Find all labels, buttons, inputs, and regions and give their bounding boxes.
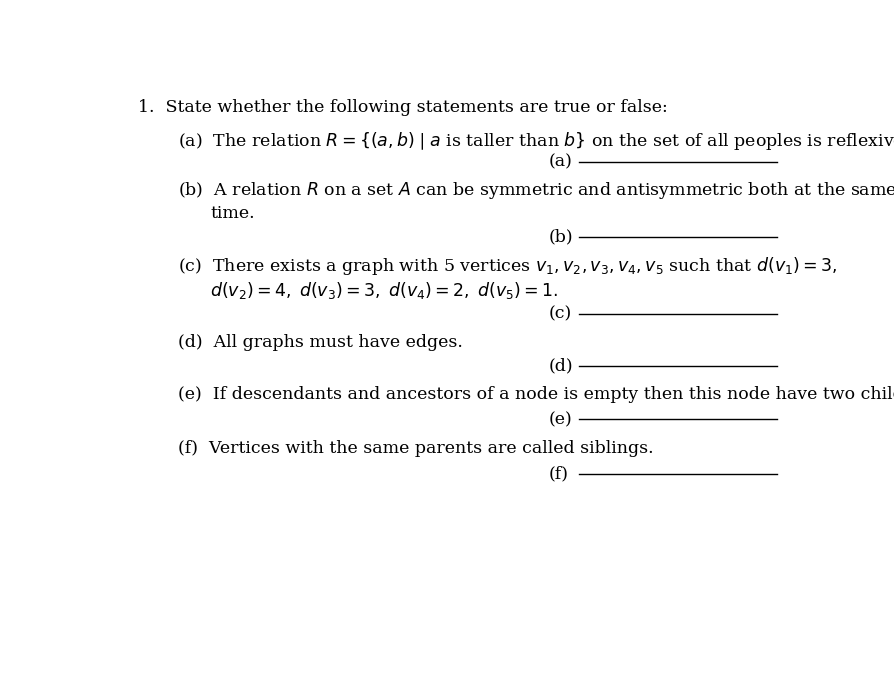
Text: (b)  A relation $R$ on a set $A$ can be symmetric and antisymmetric both at the : (b) A relation $R$ on a set $A$ can be s… [178, 180, 894, 201]
Text: (c): (c) [548, 306, 571, 323]
Text: (e)  If descendants and ancestors of a node is empty then this node have two chi: (e) If descendants and ancestors of a no… [178, 385, 894, 403]
Text: (b): (b) [548, 228, 573, 246]
Text: (d): (d) [548, 358, 573, 375]
Text: (f): (f) [548, 466, 569, 483]
Text: (d)  All graphs must have edges.: (d) All graphs must have edges. [178, 333, 462, 351]
Text: (a)  The relation $R = \{(a, b) \mid a$ is taller than $b\}$ on the set of all p: (a) The relation $R = \{(a, b) \mid a$ i… [178, 130, 894, 152]
Text: (a): (a) [548, 153, 572, 170]
Text: $d(v_2) = 4, \; d(v_3) = 3, \; d(v_4) = 2, \; d(v_5) = 1.$: $d(v_2) = 4, \; d(v_3) = 3, \; d(v_4) = … [210, 281, 559, 301]
Text: 1.  State whether the following statements are true or false:: 1. State whether the following statement… [138, 99, 668, 116]
Text: (c)  There exists a graph with 5 vertices $v_1, v_2, v_3, v_4, v_5$ such that $d: (c) There exists a graph with 5 vertices… [178, 256, 838, 277]
Text: (e): (e) [548, 411, 572, 428]
Text: time.: time. [210, 205, 255, 222]
Text: (f)  Vertices with the same parents are called siblings.: (f) Vertices with the same parents are c… [178, 440, 654, 457]
